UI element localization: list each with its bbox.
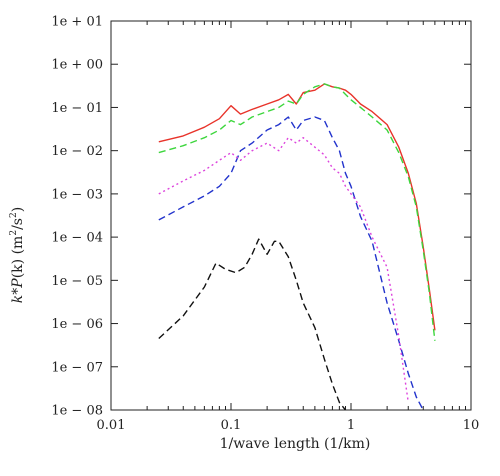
x-tick-label: 0.1 <box>221 418 242 433</box>
y-tick-label: 1e − 07 <box>51 360 103 375</box>
y-tick-label: 1e + 01 <box>51 15 103 30</box>
series-line-5 <box>158 238 347 411</box>
y-axis-title-func: P <box>10 278 26 289</box>
y-tick-label: 1e − 01 <box>51 101 103 116</box>
x-tick-label: 10 <box>463 418 480 433</box>
y-tick-label: 1e + 00 <box>51 58 103 73</box>
plot-frame <box>110 20 472 411</box>
y-axis-title-paren: (k) <box>10 259 26 278</box>
y-tick-label: 1e − 08 <box>51 404 103 419</box>
y-tick-label: 1e − 05 <box>51 274 103 289</box>
y-axis-title-op: * <box>10 288 26 295</box>
x-tick-label: 0.01 <box>97 418 126 433</box>
series-line-2 <box>158 83 436 341</box>
y-tick-label: 1e − 04 <box>51 231 103 246</box>
y-axis-title-prefix: k <box>10 295 26 303</box>
y-axis-title-unit-close: ) <box>10 207 26 212</box>
x-axis-title: 1/wave length (1/km) <box>220 436 371 452</box>
series-line-4 <box>158 136 409 403</box>
series-group <box>158 83 436 411</box>
y-axis-title-unit-mid: /s <box>10 218 26 230</box>
y-tick-label: 1e − 03 <box>51 187 103 202</box>
y-ticks: 1e + 01 1e + 00 1e − 01 1e − 02 1e − 03 1e − … <box>51 15 471 419</box>
y-tick-label: 1e − 06 <box>51 317 103 332</box>
series-line-3 <box>158 116 424 411</box>
y-axis-title-unit-exp2: 2 <box>9 212 19 218</box>
y-axis-title: k*P(k) (m2/s2) <box>9 207 26 303</box>
x-tick-label: 1 <box>347 418 355 433</box>
x-ticks: 0.01 0.1 1 10 <box>97 21 480 433</box>
y-axis-title-unit-exp1: 2 <box>9 230 19 236</box>
y-tick-label: 1e − 02 <box>51 144 103 159</box>
y-axis-title-unit-open: (m <box>10 236 26 255</box>
